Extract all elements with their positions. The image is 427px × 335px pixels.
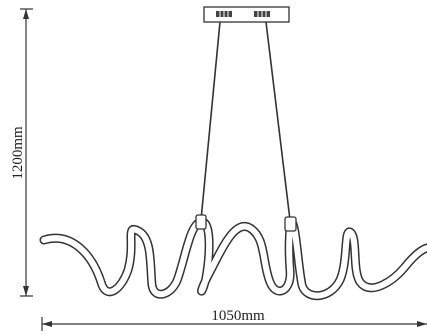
ceiling-canopy (203, 6, 290, 23)
height-dimension: 1200mm (10, 8, 33, 297)
width-label: 1050mm (211, 308, 265, 324)
spiral-light-ribbon (39, 214, 427, 301)
suspension-cables (200, 21, 291, 221)
led-cluster-icon (216, 11, 270, 17)
width-dimension: 1050mm (41, 308, 427, 331)
height-label: 1200mm (10, 126, 26, 180)
